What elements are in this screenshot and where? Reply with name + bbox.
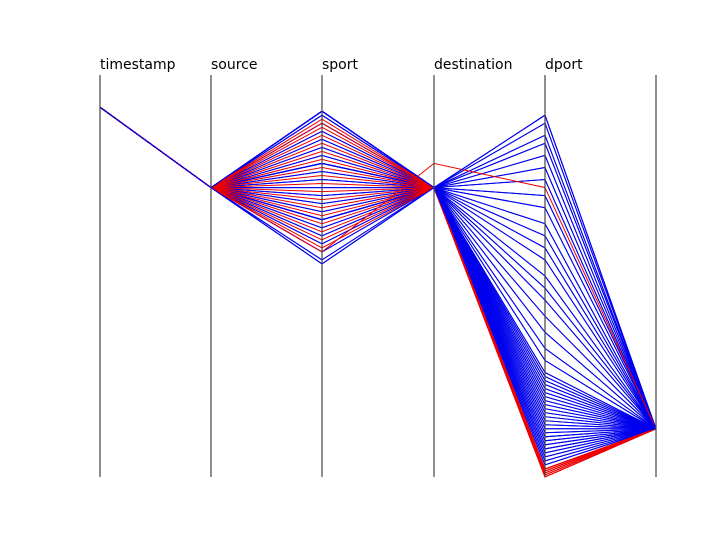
series-line-blue-87 [99,106,657,466]
axis-label-sport: sport [322,57,359,73]
axes-layer: timestamp source sport destination dport [99,57,657,477]
axis-label-source: source [211,57,258,73]
series-line-blue-43 [99,106,657,466]
series-line-extra-3 [99,106,657,450]
series-line-blue-83 [99,106,657,450]
axis-label-destination: destination [434,57,512,73]
axis-label-dport: dport [545,57,583,73]
series-line-blue-79 [99,106,657,434]
series-line-blue-36 [99,106,657,438]
series-line-blue-39 [99,106,657,450]
series-line-red-90 [99,106,657,474]
series-line-red-95 [99,106,657,474]
series-line-blue-80 [99,106,657,438]
series-line-red-100 [99,106,657,474]
series-line-blue-35 [99,106,657,434]
polylines-layer [99,106,657,478]
axis-label-timestamp: timestamp [100,57,176,73]
